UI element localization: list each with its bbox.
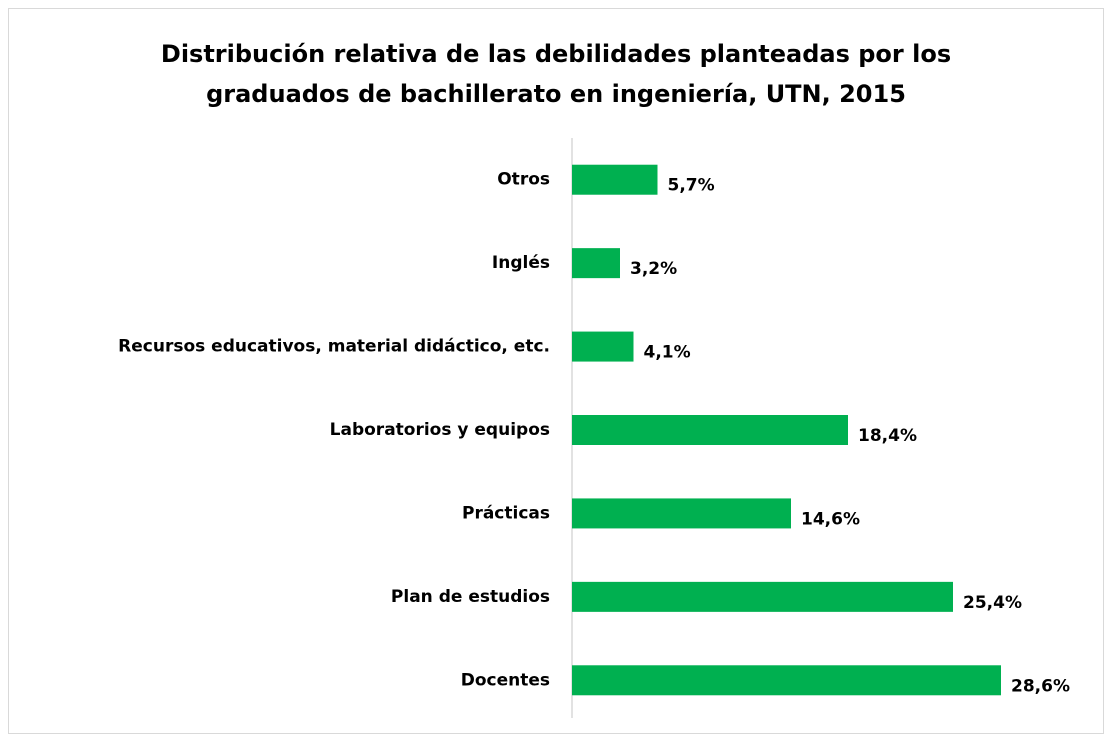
bar bbox=[572, 164, 658, 195]
y-tick-label: Docentes bbox=[461, 670, 550, 690]
data-label: 3,2% bbox=[630, 259, 677, 279]
chart-title: graduados de bachillerato en ingeniería,… bbox=[206, 80, 906, 108]
bar bbox=[572, 581, 953, 612]
bar bbox=[572, 331, 634, 362]
y-tick-label: Inglés bbox=[492, 253, 550, 273]
y-tick-label: Otros bbox=[497, 170, 550, 190]
y-tick-label: Prácticas bbox=[462, 503, 550, 523]
bar bbox=[572, 665, 1001, 696]
y-tick-label: Recursos educativos, material didáctico,… bbox=[118, 337, 550, 357]
data-label: 28,6% bbox=[1011, 676, 1070, 696]
bar bbox=[572, 415, 848, 445]
data-label: 25,4% bbox=[963, 593, 1022, 613]
data-label: 5,7% bbox=[668, 176, 715, 196]
bar bbox=[572, 498, 791, 529]
data-label: 18,4% bbox=[858, 426, 917, 446]
y-tick-label: Plan de estudios bbox=[391, 587, 550, 607]
bar bbox=[572, 248, 620, 279]
data-label: 14,6% bbox=[801, 509, 860, 529]
data-label: 4,1% bbox=[644, 343, 691, 363]
chart-title: Distribución relativa de las debilidades… bbox=[161, 40, 951, 68]
y-tick-label: Laboratorios y equipos bbox=[330, 420, 550, 440]
chart-frame bbox=[8, 8, 1104, 734]
